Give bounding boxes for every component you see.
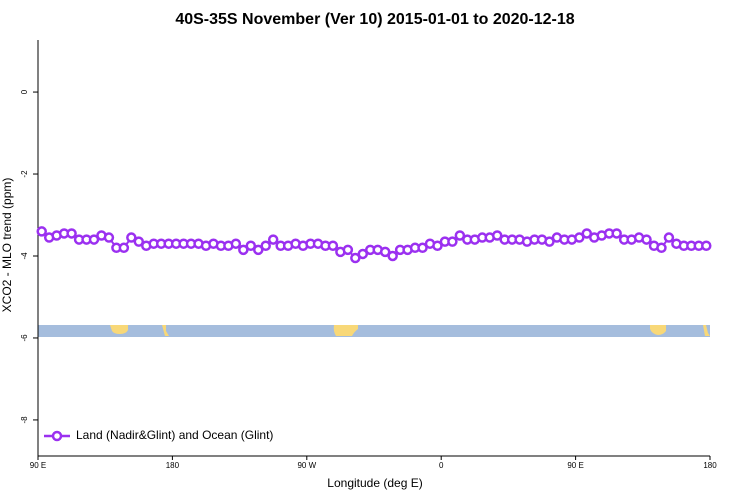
- point: [126, 232, 137, 243]
- x-axis-label: Longitude (deg E): [327, 476, 422, 490]
- x-tick-label: 90 E: [30, 461, 46, 470]
- y-tick-label: -4: [20, 252, 29, 260]
- point: [581, 228, 593, 239]
- y-tick-label: -8: [20, 416, 29, 424]
- point: [260, 240, 271, 251]
- x-tick-label: 90 W: [297, 461, 316, 470]
- point: [342, 244, 354, 256]
- point: [611, 228, 622, 239]
- point: [245, 240, 257, 251]
- point: [88, 234, 100, 245]
- point: [230, 238, 242, 249]
- point: [253, 244, 264, 256]
- point: [454, 230, 466, 241]
- point: [350, 252, 361, 264]
- point: [663, 232, 675, 243]
- y-tick-label: -6: [20, 334, 29, 342]
- y-tick-label: -2: [20, 170, 29, 178]
- point: [36, 226, 47, 237]
- point: [66, 228, 77, 239]
- y-axis-label: XCO2 - MLO trend (ppm): [0, 178, 14, 313]
- x-tick-label: 180: [166, 461, 180, 470]
- point: [641, 234, 652, 245]
- point: [357, 248, 369, 260]
- point: [574, 232, 585, 243]
- x-tick-label: 180: [703, 461, 717, 470]
- point: [267, 234, 279, 245]
- point: [491, 230, 503, 241]
- point: [103, 232, 115, 243]
- point: [238, 244, 249, 256]
- x-tick-label: 90 E: [567, 461, 583, 470]
- point: [379, 246, 391, 258]
- legend-label: Land (Nadir&Glint) and Ocean (Glint): [76, 428, 273, 442]
- point: [417, 242, 428, 254]
- point: [133, 236, 145, 247]
- point: [656, 242, 667, 254]
- point: [432, 240, 443, 251]
- y-tick-label: 0: [20, 89, 29, 94]
- surface-strip: [38, 325, 710, 337]
- point: [701, 240, 712, 251]
- point: [387, 250, 398, 262]
- x-tick-label: 0: [439, 461, 444, 470]
- point: [327, 240, 339, 251]
- legend-marker: [51, 430, 63, 442]
- point: [544, 236, 555, 247]
- chart-title: 40S-35S November (Ver 10) 2015-01-01 to …: [175, 11, 574, 28]
- point: [447, 236, 458, 247]
- point: [118, 242, 130, 254]
